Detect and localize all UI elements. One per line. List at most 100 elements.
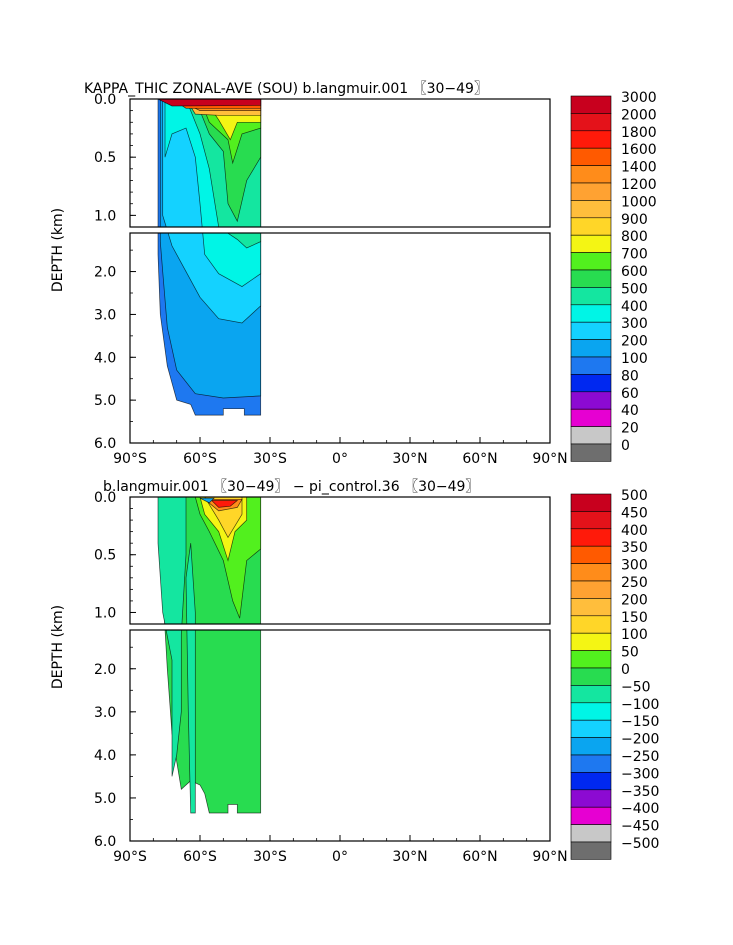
colorbar-label: 1000 [621, 194, 657, 210]
colorbar-label: −300 [621, 766, 659, 782]
y-tick-label: 5.0 [94, 393, 116, 409]
colorbar-swatch [570, 321, 612, 340]
colorbar-swatch [570, 304, 612, 323]
colorbar-swatch [570, 789, 612, 808]
x-tick-label: 90°N [532, 451, 567, 467]
y-axis-label: DEPTH (km) [50, 605, 66, 689]
colorbar-swatch [570, 147, 612, 166]
x-tick-label: 0° [332, 451, 348, 467]
y-tick-label: 1.0 [94, 605, 116, 621]
colorbar-swatch [570, 113, 612, 132]
colorbar-swatch [570, 824, 612, 843]
colorbar-label: 100 [621, 627, 648, 643]
x-tick-label: 90°S [113, 451, 147, 467]
colorbar-swatch [570, 269, 612, 288]
colorbar-swatch [570, 426, 612, 445]
contour-region-2 [185, 543, 196, 814]
colorbar-label: 400 [621, 299, 648, 315]
x-tick-label: 60°N [462, 849, 497, 865]
colorbar-swatch [570, 182, 612, 201]
colorbar-swatch [570, 234, 612, 253]
colorbar-label: 150 [621, 610, 648, 626]
colorbar-label: −150 [621, 714, 659, 730]
colorbar-swatch [570, 339, 612, 358]
y-tick-label: 0.0 [94, 490, 116, 506]
y-tick-label: 2.0 [94, 265, 116, 281]
colorbar-swatch [570, 632, 612, 651]
colorbar-label: 500 [621, 281, 648, 297]
colorbar-label: 1800 [621, 125, 657, 141]
colorbar-swatch [570, 650, 612, 669]
colorbar: 3000200018001600140012001000900800700600… [570, 90, 657, 462]
x-tick-label: 30°N [392, 451, 427, 467]
colorbar-swatch [570, 754, 612, 773]
colorbar-label: 600 [621, 264, 648, 280]
colorbar-swatch [570, 391, 612, 410]
x-tick-label: 60°S [183, 451, 217, 467]
colorbar-swatch [570, 95, 612, 114]
colorbar-label: 200 [621, 592, 648, 608]
colorbar-swatch [570, 667, 612, 686]
colorbar-swatch [570, 493, 612, 512]
colorbar-swatch [570, 165, 612, 184]
colorbar: 500450400350300250200150100500−50−100−15… [570, 488, 659, 860]
colorbar-swatch [570, 356, 612, 375]
contour-region-8 [199, 497, 215, 504]
upper-chart: KAPPA_THIC ZONAL-AVE (SOU) b.langmuir.00… [50, 81, 657, 467]
contour-region-7 [210, 500, 239, 508]
colorbar-swatch [570, 841, 612, 860]
y-tick-label: 0.5 [94, 548, 116, 564]
colorbar-label: 1600 [621, 142, 657, 158]
colorbar-label: 3000 [621, 90, 657, 106]
colorbar-swatch [570, 580, 612, 599]
colorbar-label: 500 [621, 488, 648, 504]
colorbar-swatch [570, 443, 612, 462]
x-tick-label: 30°N [392, 849, 427, 865]
colorbar-label: −100 [621, 697, 659, 713]
x-tick-label: 30°S [253, 849, 287, 865]
colorbar-swatch [570, 511, 612, 530]
colorbar-swatch [570, 408, 612, 427]
y-tick-label: 6.0 [94, 436, 116, 452]
colorbar-label: 800 [621, 229, 648, 245]
contour-region-11 [157, 99, 262, 107]
colorbar-swatch [570, 545, 612, 564]
y-tick-label: 4.0 [94, 350, 116, 366]
colorbar-label: 2000 [621, 107, 657, 123]
colorbar-label: −200 [621, 732, 659, 748]
colorbar-swatch [570, 130, 612, 149]
colorbar-label: 250 [621, 575, 648, 591]
x-tick-label: 90°S [113, 849, 147, 865]
y-tick-label: 3.0 [94, 307, 116, 323]
colorbar-label: 700 [621, 247, 648, 263]
chart-title: b.langmuir.001 〖30−49〗 − pi_control.36 〖… [103, 479, 479, 495]
field-group [157, 497, 262, 814]
colorbar-label: −250 [621, 749, 659, 765]
colorbar-label: −50 [621, 679, 651, 695]
colorbar-label: 20 [621, 421, 639, 437]
colorbar-label: −500 [621, 836, 659, 852]
colorbar-swatch [570, 287, 612, 306]
chart-title: KAPPA_THIC ZONAL-AVE (SOU) b.langmuir.00… [84, 81, 488, 97]
x-tick-label: 60°S [183, 849, 217, 865]
y-tick-label: 3.0 [94, 705, 116, 721]
y-tick-label: 6.0 [94, 834, 116, 850]
colorbar-label: 50 [621, 645, 639, 661]
colorbar-label: 300 [621, 316, 648, 332]
colorbar-label: 400 [621, 523, 648, 539]
colorbar-swatch [570, 217, 612, 236]
colorbar-label: 40 [621, 403, 639, 419]
y-tick-label: 0.0 [94, 92, 116, 108]
y-tick-label: 0.5 [94, 150, 116, 166]
x-tick-label: 30°S [253, 451, 287, 467]
x-tick-label: 0° [332, 849, 348, 865]
y-tick-label: 4.0 [94, 748, 116, 764]
colorbar-swatch [570, 772, 612, 791]
colorbar-label: 0 [621, 662, 630, 678]
contour-region-1 [157, 497, 187, 777]
colorbar-swatch [570, 702, 612, 721]
y-tick-label: 2.0 [94, 662, 116, 678]
colorbar-swatch [570, 598, 612, 617]
colorbar-label: 1400 [621, 160, 657, 176]
field-group [157, 99, 262, 416]
